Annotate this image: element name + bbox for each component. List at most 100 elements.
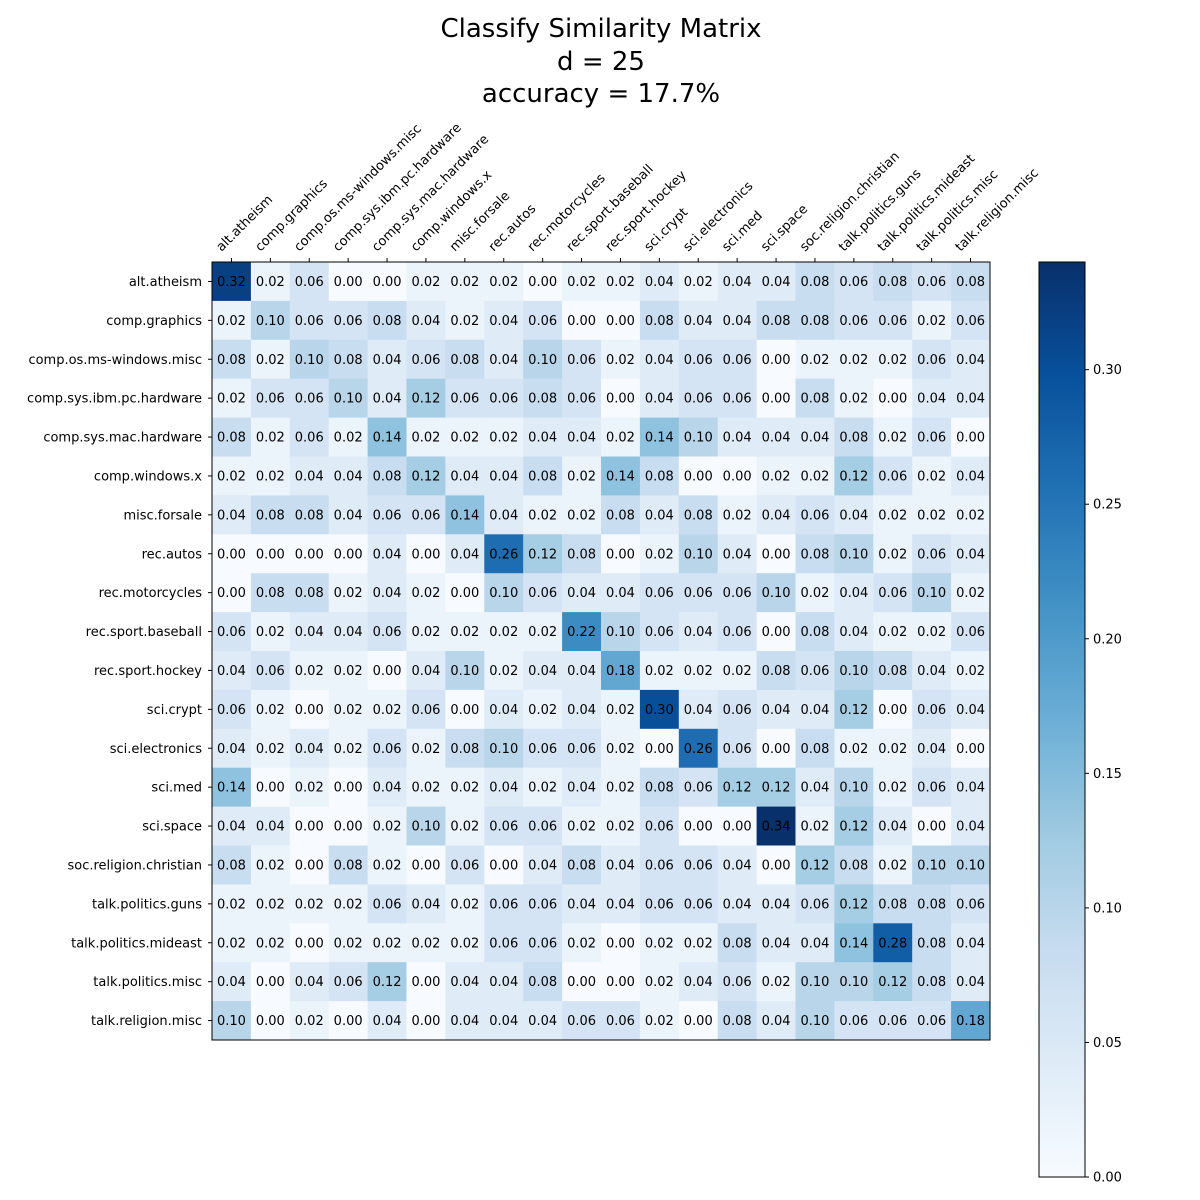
- heatmap-cell: [795, 534, 835, 574]
- cell-value-label: 0.06: [295, 314, 324, 329]
- cell-value-label: 0.02: [256, 625, 285, 640]
- y-tick-label: talk.politics.mideast: [71, 936, 202, 951]
- heatmap-cell: [912, 378, 952, 418]
- heatmap-cell: [951, 806, 991, 846]
- heatmap-cell: [678, 845, 719, 885]
- cell-value-label: 0.02: [567, 508, 596, 523]
- cell-value-label: 0.06: [723, 353, 752, 368]
- heatmap-cell: [250, 573, 291, 613]
- cell-value-label: 0.00: [878, 392, 907, 407]
- heatmap-cell: [873, 417, 913, 457]
- heatmap-cell: [951, 651, 991, 691]
- heatmap-cell: [212, 923, 252, 963]
- cell-value-label: 0.02: [373, 936, 402, 951]
- heatmap-cell: [484, 378, 524, 418]
- heatmap-cell: [756, 845, 796, 885]
- cell-value-label: 0.06: [295, 431, 324, 446]
- cell-value-label: 0.02: [217, 314, 246, 329]
- heatmap-cell: [951, 728, 991, 769]
- heatmap-cell: [951, 689, 991, 730]
- cell-value-label: 0.04: [800, 431, 829, 446]
- cell-value-label: 0.06: [567, 353, 596, 368]
- heatmap-cell: [756, 923, 796, 963]
- heatmap-cell: [717, 728, 757, 769]
- heatmap-cell: [484, 689, 524, 730]
- heatmap-cell: [250, 806, 291, 846]
- heatmap-cell: [873, 1001, 913, 1041]
- cell-value-label: 0.04: [567, 703, 596, 718]
- cell-value-label: 0.06: [256, 392, 285, 407]
- heatmap-cell: [250, 300, 291, 341]
- cell-value-label: 0.02: [334, 431, 363, 446]
- cell-value-label: 0.04: [723, 547, 752, 562]
- cell-value-label: 0.02: [878, 742, 907, 757]
- cell-value-label: 0.04: [450, 975, 479, 990]
- cell-value-label: 0.00: [567, 314, 596, 329]
- heatmap-cell: [912, 417, 952, 457]
- cell-value-label: 0.10: [956, 858, 985, 873]
- cell-value-label: 0.02: [256, 431, 285, 446]
- heatmap-cell: [834, 689, 874, 730]
- heatmap-cell: [328, 767, 368, 807]
- cell-value-label: 0.04: [528, 1014, 557, 1029]
- heatmap-cell: [562, 262, 602, 302]
- heatmap-cell: [678, 612, 719, 652]
- colorbar-tick-label: 0.20: [1093, 632, 1122, 647]
- heatmap-cell: [639, 378, 680, 418]
- heatmap-cell: [523, 495, 563, 535]
- heatmap-cell: [406, 339, 446, 380]
- cell-value-label: 0.10: [256, 314, 285, 329]
- cell-value-label: 0.02: [606, 742, 635, 757]
- heatmap-cell: [639, 417, 680, 457]
- heatmap-cell: [445, 689, 485, 730]
- heatmap-cell: [484, 884, 524, 924]
- heatmap-cell: [601, 300, 641, 341]
- heatmap-cell: [250, 417, 291, 457]
- heatmap-cell: [912, 495, 952, 535]
- cell-value-label: 0.06: [334, 975, 363, 990]
- cell-value-label: 0.04: [917, 742, 946, 757]
- heatmap-cell: [678, 262, 719, 302]
- heatmap-cell: [717, 456, 757, 496]
- heatmap-cell: [756, 417, 796, 457]
- cell-value-label: 0.02: [256, 703, 285, 718]
- heatmap-cell: [250, 651, 291, 691]
- cell-value-label: 0.04: [684, 625, 713, 640]
- heatmap-cell: [717, 884, 757, 924]
- heatmap-cell: [406, 884, 446, 924]
- cell-value-label: 0.02: [489, 664, 518, 679]
- heatmap-cell: [678, 495, 719, 535]
- cell-value-label: 0.08: [528, 975, 557, 990]
- heatmap-cell: [678, 1001, 719, 1041]
- cell-value-label: 0.06: [489, 936, 518, 951]
- cell-value-label: 0.02: [489, 625, 518, 640]
- heatmap-cell: [951, 534, 991, 574]
- heatmap-cell: [484, 417, 524, 457]
- cell-value-label: 0.04: [956, 936, 985, 951]
- cell-value-label: 0.02: [917, 469, 946, 484]
- y-tick-label: sci.space: [142, 820, 202, 835]
- cell-value-label: 0.04: [917, 392, 946, 407]
- cell-value-label: 0.06: [684, 586, 713, 601]
- cell-value-label: 0.08: [567, 858, 596, 873]
- heatmap-cell: [912, 534, 952, 574]
- cell-value-label: 0.02: [762, 469, 791, 484]
- cell-value-label: 0.14: [450, 508, 479, 523]
- heatmap-cell: [795, 1001, 835, 1041]
- cell-value-label: 0.00: [684, 469, 713, 484]
- heatmap-cell: [328, 689, 368, 730]
- cell-value-label: 0.04: [723, 275, 752, 290]
- heatmap-cell: [756, 689, 796, 730]
- cell-value-label: 0.00: [256, 781, 285, 796]
- cell-value-label: 0.06: [411, 353, 440, 368]
- cell-value-label: 0.04: [956, 703, 985, 718]
- heatmap-cell: [367, 845, 407, 885]
- cell-value-label: 0.32: [217, 275, 246, 290]
- cell-value-label: 0.08: [295, 586, 324, 601]
- heatmap-cell: [523, 612, 563, 652]
- cell-value-label: 0.02: [334, 664, 363, 679]
- cell-value-label: 0.08: [645, 781, 674, 796]
- heatmap-cell: [212, 884, 252, 924]
- cell-value-label: 0.10: [839, 664, 868, 679]
- heatmap-cell: [523, 767, 563, 807]
